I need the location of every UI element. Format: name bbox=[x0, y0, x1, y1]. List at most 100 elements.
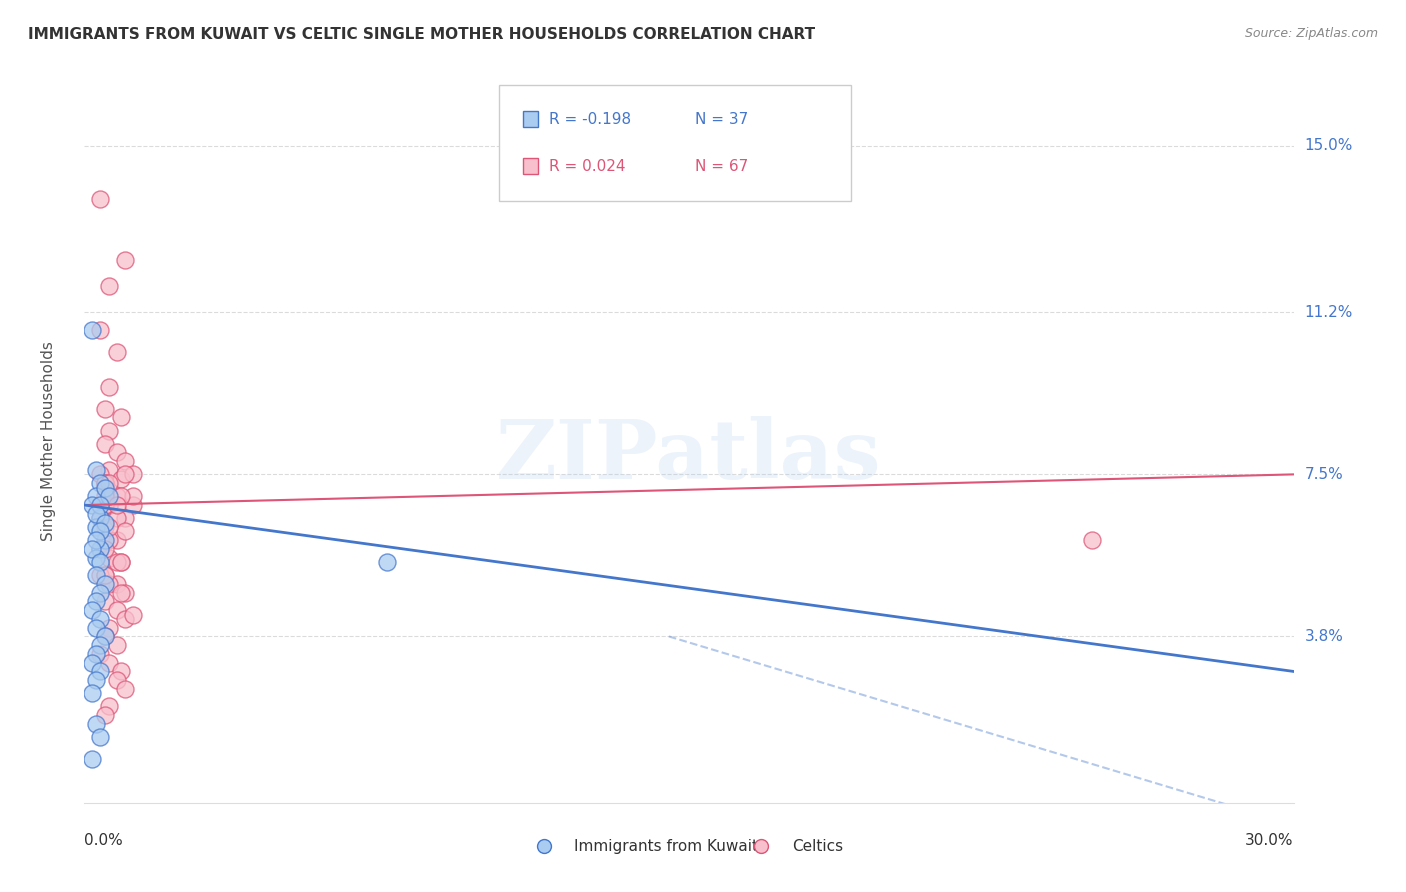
Point bbox=[105, 489, 128, 503]
Point bbox=[86, 621, 108, 635]
Text: Source: ZipAtlas.com: Source: ZipAtlas.com bbox=[1244, 27, 1378, 40]
Point bbox=[97, 699, 120, 714]
Point bbox=[121, 607, 143, 622]
Point bbox=[93, 568, 115, 582]
Point bbox=[89, 585, 111, 599]
Point bbox=[82, 603, 104, 617]
Text: 3.8%: 3.8% bbox=[1305, 629, 1344, 644]
Point bbox=[105, 498, 128, 512]
Point bbox=[1081, 533, 1104, 547]
Point bbox=[105, 533, 128, 547]
Text: Single Mother Households: Single Mother Households bbox=[41, 342, 56, 541]
Point bbox=[121, 498, 143, 512]
Point bbox=[86, 647, 108, 661]
Point bbox=[114, 454, 136, 468]
Point bbox=[97, 380, 120, 394]
Point bbox=[89, 665, 111, 679]
Point bbox=[121, 467, 143, 482]
Point bbox=[89, 511, 111, 525]
Point bbox=[89, 524, 111, 539]
Point bbox=[375, 555, 398, 569]
Point bbox=[86, 520, 108, 534]
Point bbox=[93, 476, 115, 491]
Point bbox=[110, 555, 132, 569]
Point bbox=[93, 476, 115, 491]
Point bbox=[105, 555, 128, 569]
Point bbox=[97, 498, 120, 512]
Point bbox=[93, 577, 115, 591]
Point bbox=[82, 323, 104, 337]
Point bbox=[82, 686, 104, 700]
Point bbox=[110, 585, 132, 599]
Point bbox=[89, 638, 111, 652]
Text: 11.2%: 11.2% bbox=[1305, 305, 1353, 320]
Point bbox=[110, 489, 132, 503]
Point bbox=[93, 498, 115, 512]
Point bbox=[97, 621, 120, 635]
Point bbox=[89, 647, 111, 661]
Point bbox=[110, 665, 132, 679]
Point bbox=[93, 533, 115, 547]
Point bbox=[93, 489, 115, 503]
Point bbox=[105, 344, 128, 359]
Point bbox=[97, 533, 120, 547]
Point bbox=[97, 520, 120, 534]
Point bbox=[114, 681, 136, 696]
Point bbox=[86, 550, 108, 565]
Point bbox=[105, 577, 128, 591]
Point bbox=[89, 555, 111, 569]
Text: 15.0%: 15.0% bbox=[1305, 138, 1353, 153]
Point bbox=[93, 629, 115, 643]
Point bbox=[93, 594, 115, 608]
Point bbox=[93, 520, 115, 534]
Point bbox=[114, 252, 136, 267]
Text: R = 0.024: R = 0.024 bbox=[550, 159, 626, 174]
Point bbox=[93, 629, 115, 643]
Point bbox=[93, 568, 115, 582]
Point bbox=[86, 568, 108, 582]
Point bbox=[97, 498, 120, 512]
Text: R = -0.198: R = -0.198 bbox=[550, 112, 631, 127]
Text: 7.5%: 7.5% bbox=[1305, 467, 1343, 482]
Point bbox=[105, 445, 128, 459]
Point bbox=[97, 424, 120, 438]
Text: Immigrants from Kuwait: Immigrants from Kuwait bbox=[574, 838, 758, 854]
Point bbox=[105, 638, 128, 652]
Point bbox=[97, 279, 120, 293]
Point bbox=[89, 730, 111, 744]
Text: 0.0%: 0.0% bbox=[84, 833, 124, 848]
Point bbox=[97, 489, 120, 503]
Point bbox=[89, 323, 111, 337]
Point bbox=[89, 467, 111, 482]
Point bbox=[86, 673, 108, 688]
Point bbox=[89, 511, 111, 525]
Point bbox=[110, 555, 132, 569]
Point bbox=[89, 541, 111, 556]
Point bbox=[114, 612, 136, 626]
Point bbox=[114, 467, 136, 482]
Point bbox=[114, 524, 136, 539]
Text: IMMIGRANTS FROM KUWAIT VS CELTIC SINGLE MOTHER HOUSEHOLDS CORRELATION CHART: IMMIGRANTS FROM KUWAIT VS CELTIC SINGLE … bbox=[28, 27, 815, 42]
Point bbox=[86, 717, 108, 731]
Point bbox=[82, 656, 104, 670]
Point bbox=[93, 708, 115, 723]
Text: Celtics: Celtics bbox=[792, 838, 842, 854]
Point bbox=[97, 577, 120, 591]
Point bbox=[105, 511, 128, 525]
Point bbox=[86, 594, 108, 608]
Point bbox=[105, 673, 128, 688]
Point bbox=[93, 481, 115, 495]
Point bbox=[82, 541, 104, 556]
Point bbox=[93, 476, 115, 491]
Point bbox=[97, 656, 120, 670]
Point bbox=[86, 507, 108, 521]
Point bbox=[93, 516, 115, 530]
Point bbox=[114, 585, 136, 599]
Point bbox=[97, 463, 120, 477]
Point bbox=[114, 511, 136, 525]
Text: N = 67: N = 67 bbox=[695, 159, 748, 174]
Point bbox=[82, 498, 104, 512]
Point bbox=[89, 192, 111, 206]
Point bbox=[82, 752, 104, 766]
Point bbox=[86, 463, 108, 477]
